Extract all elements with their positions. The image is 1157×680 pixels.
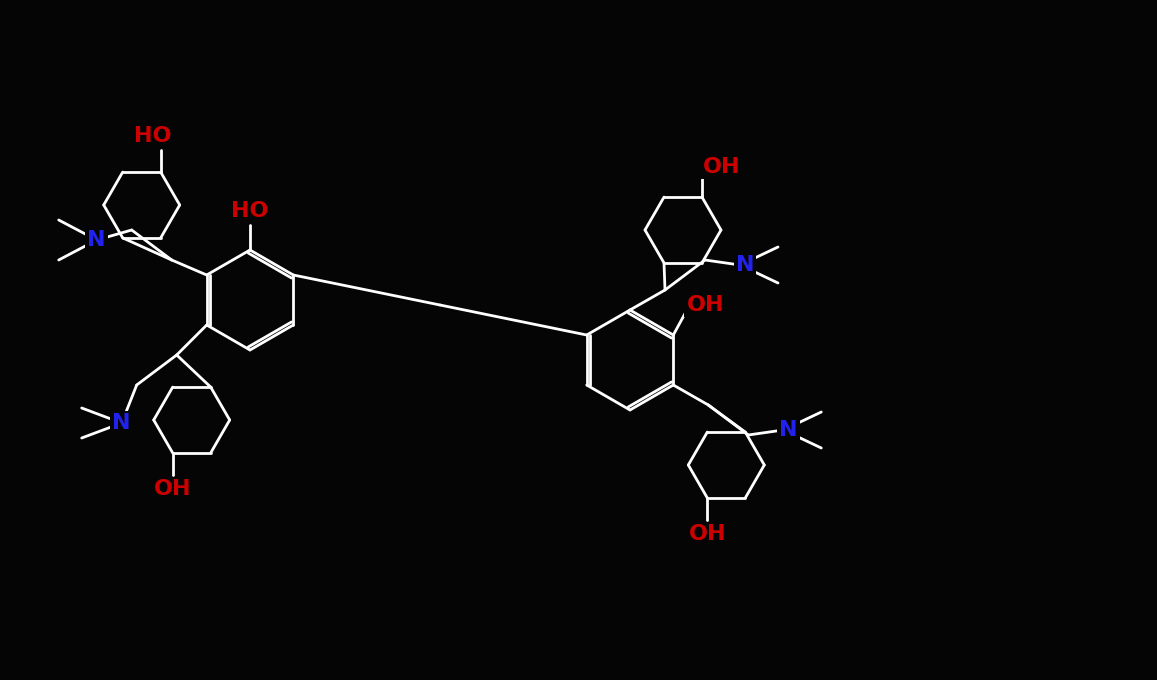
Text: HO: HO xyxy=(231,201,268,221)
Text: OH: OH xyxy=(154,479,191,499)
Text: OH: OH xyxy=(688,524,727,544)
Text: OH: OH xyxy=(703,157,740,177)
Text: N: N xyxy=(779,420,797,440)
Text: N: N xyxy=(112,413,131,433)
Text: OH: OH xyxy=(686,295,724,315)
Text: HO: HO xyxy=(134,126,171,146)
Text: N: N xyxy=(88,230,106,250)
Text: N: N xyxy=(736,255,754,275)
